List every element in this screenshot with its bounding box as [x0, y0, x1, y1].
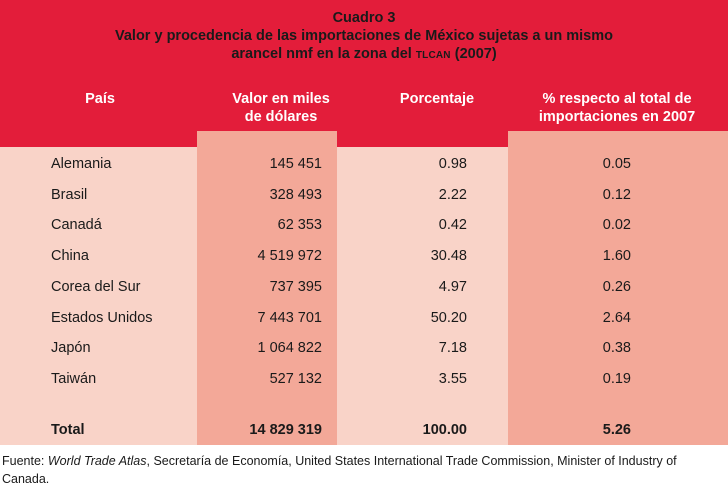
row-value: 328 493 — [269, 187, 322, 203]
tlcan-abbr: TLCAN — [415, 50, 451, 61]
row-value: 145 451 — [269, 156, 322, 172]
row-value: 7 443 701 — [257, 310, 322, 326]
row-country: Alemania — [51, 156, 112, 172]
title-line-2: arancel nmf en la zona del TLCAN (2007) — [231, 46, 497, 62]
value-column-band — [197, 131, 337, 445]
source-italic: World Trade Atlas — [47, 454, 147, 468]
row-percent: 4.97 — [438, 279, 467, 295]
row-country: Estados Unidos — [51, 310, 153, 326]
row-country: Brasil — [51, 187, 88, 203]
row-percent: 30.48 — [430, 248, 467, 264]
row-value: 62 353 — [277, 217, 322, 233]
source-note: Fuente: World Trade Atlas, Secretaría de… — [2, 454, 677, 486]
row-percent: 3.55 — [438, 371, 467, 387]
table-title: Cuadro 3 Valor y procedencia de las impo… — [0, 9, 728, 65]
row-value: 527 132 — [269, 371, 322, 387]
col-header-country: País — [85, 91, 115, 107]
row-share: 0.12 — [602, 187, 631, 203]
row-value: 4 519 972 — [257, 248, 322, 264]
row-share: 1.60 — [602, 248, 631, 264]
row-share: 0.38 — [602, 340, 631, 356]
row-value: 1 064 822 — [257, 340, 322, 356]
share-column-band — [508, 131, 728, 445]
row-value: 737 395 — [269, 279, 322, 295]
col-header-value: Valor en miles de dólares — [232, 91, 330, 125]
col-header-share: % respecto al total de importaciones en … — [538, 91, 696, 125]
row-percent: 7.18 — [438, 340, 467, 356]
row-country: Corea del Sur — [51, 279, 141, 295]
total-share: 5.26 — [602, 422, 631, 438]
row-country: Canadá — [51, 217, 102, 233]
row-percent: 0.42 — [438, 217, 467, 233]
row-country: China — [51, 248, 89, 264]
row-percent: 2.22 — [438, 187, 467, 203]
table-header — [0, 0, 728, 147]
col-header-percent: Porcentaje — [399, 91, 475, 107]
total-label: Total — [51, 422, 85, 438]
row-share: 0.19 — [602, 371, 631, 387]
table-number: Cuadro 3 — [332, 10, 396, 26]
row-country: Japón — [51, 340, 91, 356]
total-percent: 100.00 — [422, 422, 467, 438]
row-percent: 50.20 — [430, 310, 467, 326]
row-share: 0.05 — [602, 156, 631, 172]
row-share: 0.26 — [602, 279, 631, 295]
row-percent: 0.98 — [438, 156, 467, 172]
total-value: 14 829 319 — [249, 422, 322, 438]
row-share: 0.02 — [602, 217, 631, 233]
row-country: Taiwán — [51, 371, 97, 387]
title-line-1: Valor y procedencia de las importaciones… — [114, 28, 613, 44]
row-share: 2.64 — [602, 310, 631, 326]
